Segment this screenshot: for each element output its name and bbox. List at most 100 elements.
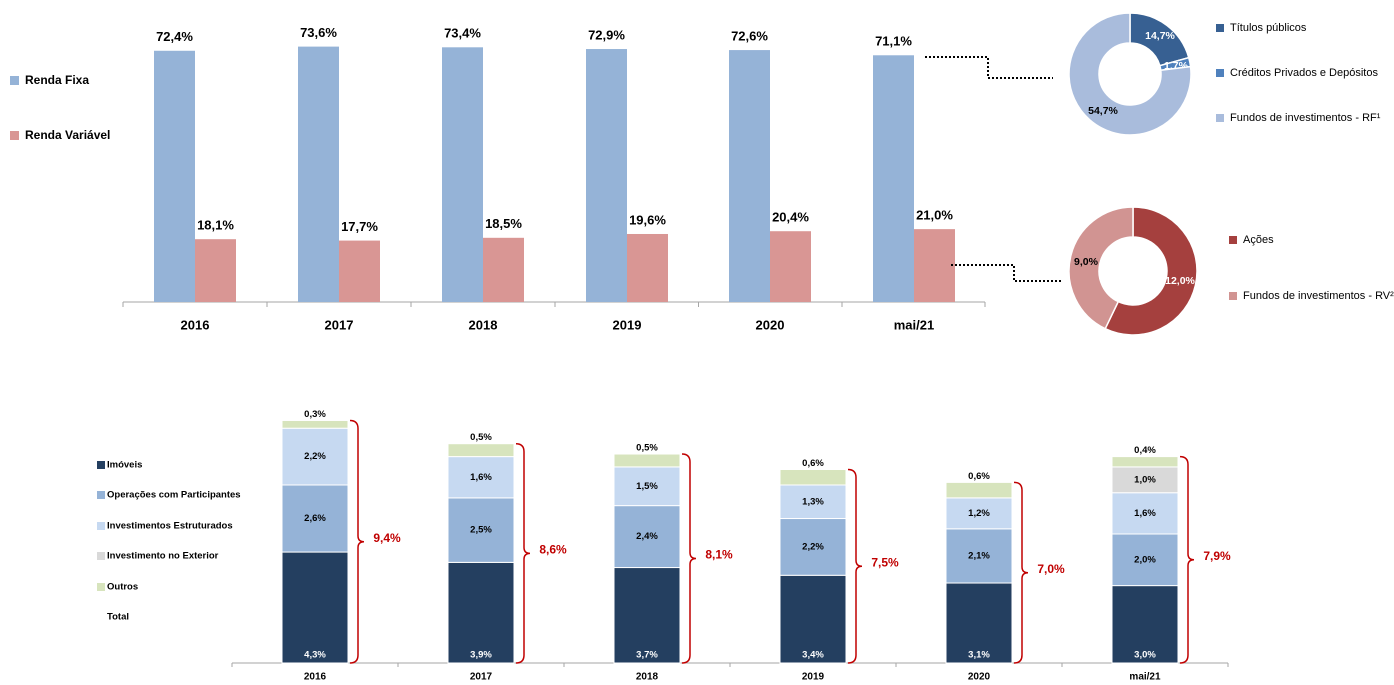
slice-label: 14,7% <box>1145 30 1175 42</box>
stacked-segment <box>281 427 349 486</box>
segment-label: 1,6% <box>1134 508 1156 519</box>
segment-label: 0,5% <box>636 443 658 454</box>
total-label: 7,0% <box>1037 562 1065 576</box>
total-label: 7,5% <box>871 555 899 569</box>
data-label: 72,9% <box>588 27 625 42</box>
segment-label: 3,9% <box>470 650 492 661</box>
legend-swatch <box>1229 236 1237 244</box>
legend-swatch <box>97 583 105 591</box>
x-tick-label: 2020 <box>756 317 785 332</box>
total-brace <box>1013 481 1029 664</box>
stacked-segment <box>1111 585 1179 664</box>
segment-label: 2,4% <box>636 531 658 542</box>
total-label: 8,6% <box>539 543 567 557</box>
donut-slice <box>1068 12 1192 136</box>
connector-rv <box>951 264 1063 282</box>
x-tick-label: 2017 <box>325 317 354 332</box>
x-tick-label: 2019 <box>802 672 825 683</box>
stacked-segment <box>945 582 1013 664</box>
segment-label: 3,7% <box>636 650 658 661</box>
segment-label: 1,2% <box>968 508 990 519</box>
chart-top-bars: 2016 2017 2018 2019 2020 mai/21 72,4% 73,6% 73,4… <box>10 25 1063 332</box>
data-label: 21,0% <box>916 208 953 223</box>
x-tick-label: 2019 <box>613 317 642 332</box>
bar-renda-variavel <box>483 237 524 302</box>
data-label: 72,4% <box>156 29 193 44</box>
x-tick-label: 2016 <box>304 672 327 683</box>
segment-label: 2,0% <box>1134 554 1156 565</box>
data-label: 71,1% <box>875 34 912 49</box>
data-label: 73,4% <box>444 26 481 41</box>
legend-label: Títulos públicos <box>1230 22 1307 34</box>
total-label: 8,1% <box>705 548 733 562</box>
stacked-segment <box>281 551 349 664</box>
bar-renda-variavel <box>195 239 236 302</box>
slice-label: 54,7% <box>1088 105 1118 117</box>
bar-renda-variavel <box>339 240 380 302</box>
segment-label: 2,2% <box>304 451 326 462</box>
legend-swatch <box>1216 69 1224 77</box>
bar-renda-fixa <box>298 46 339 302</box>
segment-label: 2,2% <box>802 541 824 552</box>
bar-renda-variavel <box>770 231 811 302</box>
segment-label: 0,3% <box>304 409 326 420</box>
legend-swatch <box>97 552 105 560</box>
legend-label: Operações com Participantes <box>107 490 241 501</box>
segment-label: 1,6% <box>470 472 492 483</box>
legend-swatch <box>1216 24 1224 32</box>
stacked-segment <box>945 528 1013 584</box>
legend-swatch <box>97 522 105 530</box>
donut-renda-variavel: 12,0% Ações 9,0% Fundos de investimentos - … <box>1068 206 1394 336</box>
data-label: 19,6% <box>629 212 666 227</box>
segment-label: 1,5% <box>636 481 658 492</box>
legend-label-total: Total <box>107 612 129 623</box>
segment-label: 4,3% <box>304 650 326 661</box>
legend-swatch <box>10 131 19 140</box>
x-tick-label: 2018 <box>636 672 659 683</box>
legend-label: Investimentos Estruturados <box>107 521 233 532</box>
segment-label: 0,4% <box>1134 445 1156 456</box>
legend-label: Renda Variável <box>25 128 110 142</box>
total-brace <box>349 419 365 664</box>
x-tick-label: 2018 <box>469 317 498 332</box>
x-tick-label: mai/21 <box>894 317 934 332</box>
bar-renda-variavel <box>627 233 668 302</box>
total-brace <box>681 453 697 664</box>
bar-renda-fixa <box>873 55 914 302</box>
stacked-segment <box>447 561 515 664</box>
bar-renda-fixa <box>586 49 627 302</box>
legend-label: Renda Fixa <box>25 73 89 87</box>
stacked-segment <box>447 497 515 563</box>
bar-renda-fixa <box>729 50 770 302</box>
segment-label: 3,1% <box>968 650 990 661</box>
segment-label: 0,6% <box>968 471 990 482</box>
total-brace <box>1179 455 1195 664</box>
stacked-segment <box>1111 492 1179 535</box>
legend-label: Créditos Privados e Depósitos <box>1230 67 1378 79</box>
legend-swatch <box>97 461 105 469</box>
legend-label: Outros <box>107 582 138 593</box>
stacked-segment <box>613 453 681 468</box>
data-label: 17,7% <box>341 219 378 234</box>
stacked-segment <box>1111 456 1179 468</box>
total-label: 7,9% <box>1203 549 1231 563</box>
slice-label: 9,0% <box>1074 256 1099 268</box>
x-tick-label: mai/21 <box>1129 672 1161 683</box>
segment-label: 2,1% <box>968 550 990 561</box>
legend-swatch <box>1216 114 1224 122</box>
segment-label: 0,6% <box>802 458 824 469</box>
stacked-segment <box>945 481 1013 499</box>
segment-label: 0,5% <box>470 432 492 443</box>
segment-label: 3,4% <box>802 650 824 661</box>
data-label: 18,1% <box>197 218 234 233</box>
chart-bottom-stacked: 2016 2017 2018 2019 2020 mai/21 Imóveis Operaçõ… <box>97 409 1231 683</box>
stacked-segment <box>447 456 515 499</box>
segment-label: 2,6% <box>304 513 326 524</box>
stacked-segment <box>1111 533 1179 587</box>
stacked-segment <box>779 518 847 576</box>
total-brace <box>515 442 531 664</box>
legend-swatch <box>97 491 105 499</box>
connector-rf <box>925 56 1053 79</box>
